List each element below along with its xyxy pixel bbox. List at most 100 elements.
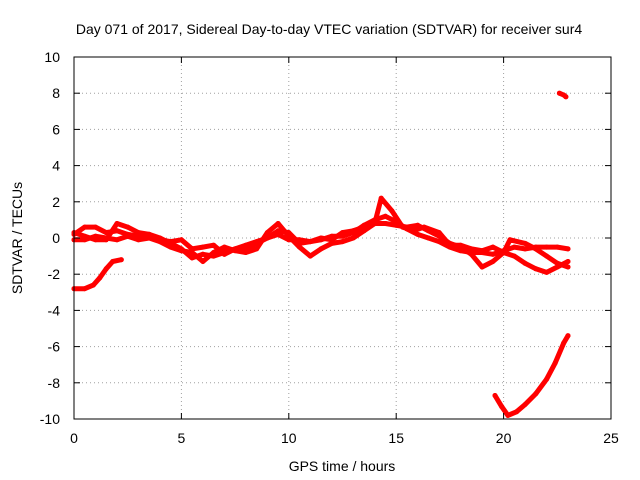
data-point [82,233,88,239]
data-point [499,403,504,409]
series-outlier [556,90,569,100]
data-point [178,248,184,254]
data-point [114,221,120,226]
y-tick-label: -2 [48,266,61,282]
data-point [168,239,174,245]
data-point [264,235,270,241]
y-tick-labels: -10 -8 -6 -4 -2 0 2 4 6 8 10 [40,49,60,427]
data-point [490,251,496,257]
y-tick-label: 6 [52,121,60,137]
data-point [350,235,356,241]
data-point [93,237,98,243]
data-point [447,242,453,248]
series-low-start [71,257,124,292]
data-point [544,376,550,382]
data-point [350,228,356,234]
axis-ticks [73,56,612,420]
data-point [307,239,313,245]
data-point [125,224,131,230]
data-point [329,240,335,246]
data-point [110,259,116,264]
data-point [492,393,498,398]
data-point [522,402,528,407]
data-point [340,239,345,245]
y-tick-label: 8 [52,85,60,101]
data-point [189,246,195,252]
data-point [146,231,152,237]
data-point [554,244,560,250]
data-point [189,250,195,255]
data-point [421,224,427,230]
data-point [103,266,109,272]
data-point [468,251,474,257]
data-point [297,244,302,250]
data-point [103,237,109,243]
data-point [565,259,571,264]
data-point [318,246,324,252]
data-point [221,251,227,257]
x-tick-labels: 0 5 10 15 20 25 [70,430,619,446]
data-point [211,250,217,255]
data-point [554,260,560,266]
data-point [93,224,98,230]
y-tick-label: 10 [44,49,60,65]
data-point [436,230,442,236]
data-point [522,240,528,246]
data-point [533,391,539,397]
data-point [168,244,174,250]
data-point [479,264,485,270]
y-tick-label: 4 [52,158,60,174]
data-point [318,235,324,241]
data-point [511,244,517,250]
data-point [533,266,539,272]
x-tick-label: 0 [70,430,78,446]
data-point [135,230,141,236]
data-point [97,275,103,281]
data-point [378,195,384,201]
grid-lines [74,57,611,419]
x-tick-label: 25 [603,430,619,446]
data-point [400,224,406,230]
data-point [565,333,571,339]
data-point [178,237,184,243]
data-point [329,237,335,243]
data-point [479,248,485,254]
data-point [254,246,260,252]
data-series-layer [71,90,571,418]
x-tick-label: 15 [388,430,404,446]
data-point [307,253,313,259]
data-point [211,242,217,248]
data-point [458,242,464,248]
data-point [425,235,431,241]
data-point [200,251,206,257]
data-point [82,224,88,230]
data-point [522,246,528,252]
data-point [254,239,260,245]
data-point [501,250,507,255]
data-point [383,221,388,226]
data-point [221,244,227,250]
data-point [275,228,281,234]
data-point [264,230,270,236]
data-point [511,253,517,259]
data-point [200,259,206,264]
data-point [125,233,131,239]
data-point [340,230,345,236]
data-point [383,213,388,219]
y-tick-label: -8 [48,375,61,391]
data-point [544,269,550,275]
data-point [243,250,249,255]
data-point [565,264,571,270]
data-point [275,221,281,226]
data-point [561,340,567,346]
y-tick-label: -10 [40,411,60,427]
series-line [492,333,571,418]
data-point [232,246,238,252]
data-point [563,94,569,100]
data-point [544,253,550,259]
x-tick-label: 10 [281,430,297,446]
x-tick-label: 20 [496,430,512,446]
data-point [90,282,96,288]
y-axis-label: SDTVAR / TECUs [9,182,25,294]
